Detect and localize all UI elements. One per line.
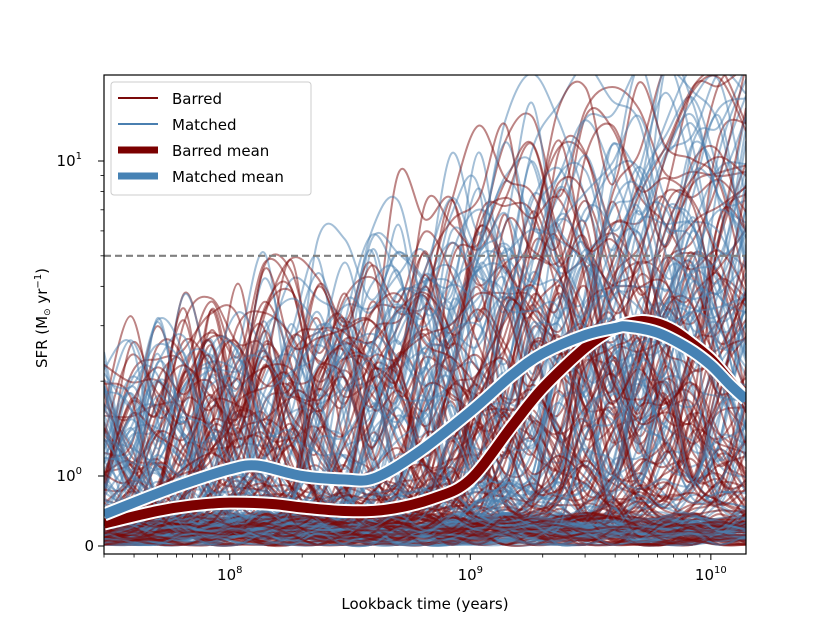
x-tick-label: 109 bbox=[458, 565, 483, 584]
matched-curve bbox=[104, 516, 746, 547]
matched-curve bbox=[104, 75, 746, 524]
matched-curve bbox=[104, 286, 746, 540]
y-axis-label: SFR (M⊙ yr−1) bbox=[33, 268, 53, 368]
y-axis-label-main: SFR (M bbox=[33, 316, 51, 368]
y-axis-label-close: ) bbox=[33, 268, 51, 274]
legend-box bbox=[110, 81, 312, 196]
y-axis-ticks: 0 100 101 bbox=[57, 151, 104, 555]
barred-curve bbox=[104, 75, 745, 529]
x-tick-label: 1010 bbox=[695, 565, 727, 584]
barred-curve bbox=[104, 515, 746, 546]
barred-curve bbox=[104, 234, 746, 535]
matched-curve bbox=[104, 201, 746, 538]
legend: Barred Matched Barred mean Matched mean bbox=[110, 81, 312, 196]
legend-label-matched: Matched bbox=[172, 116, 237, 134]
matched-curve bbox=[104, 196, 746, 536]
barred-curve bbox=[104, 292, 746, 523]
matched-curve bbox=[104, 316, 746, 535]
legend-label-barred: Barred bbox=[172, 90, 222, 108]
matched-curve bbox=[104, 512, 746, 547]
y-tick-label: 101 bbox=[57, 151, 82, 170]
mean-curves bbox=[104, 314, 746, 531]
y-tick-label: 100 bbox=[57, 466, 82, 485]
barred-curve bbox=[104, 188, 746, 536]
y-axis-label-sun: ⊙ bbox=[43, 308, 53, 316]
x-axis-ticks: 108 109 1010 bbox=[103, 554, 727, 584]
barred-curve bbox=[104, 140, 746, 522]
barred-curve bbox=[104, 274, 746, 538]
x-axis-label: Lookback time (years) bbox=[341, 595, 508, 613]
legend-label-barred-mean: Barred mean bbox=[172, 142, 269, 160]
barred-mean-line bbox=[104, 316, 746, 529]
matched-curve bbox=[104, 512, 746, 548]
barred-curve bbox=[104, 260, 746, 541]
matched-mean-line bbox=[104, 321, 746, 520]
y-tick-label: 0 bbox=[84, 537, 94, 555]
x-tick-label: 108 bbox=[217, 565, 242, 584]
matched-curve bbox=[104, 75, 688, 524]
y-axis-label-exp: −1 bbox=[33, 274, 44, 289]
legend-label-matched-mean: Matched mean bbox=[172, 168, 284, 186]
y-axis-label-unit: yr bbox=[33, 288, 51, 309]
plot-frame bbox=[103, 74, 747, 555]
